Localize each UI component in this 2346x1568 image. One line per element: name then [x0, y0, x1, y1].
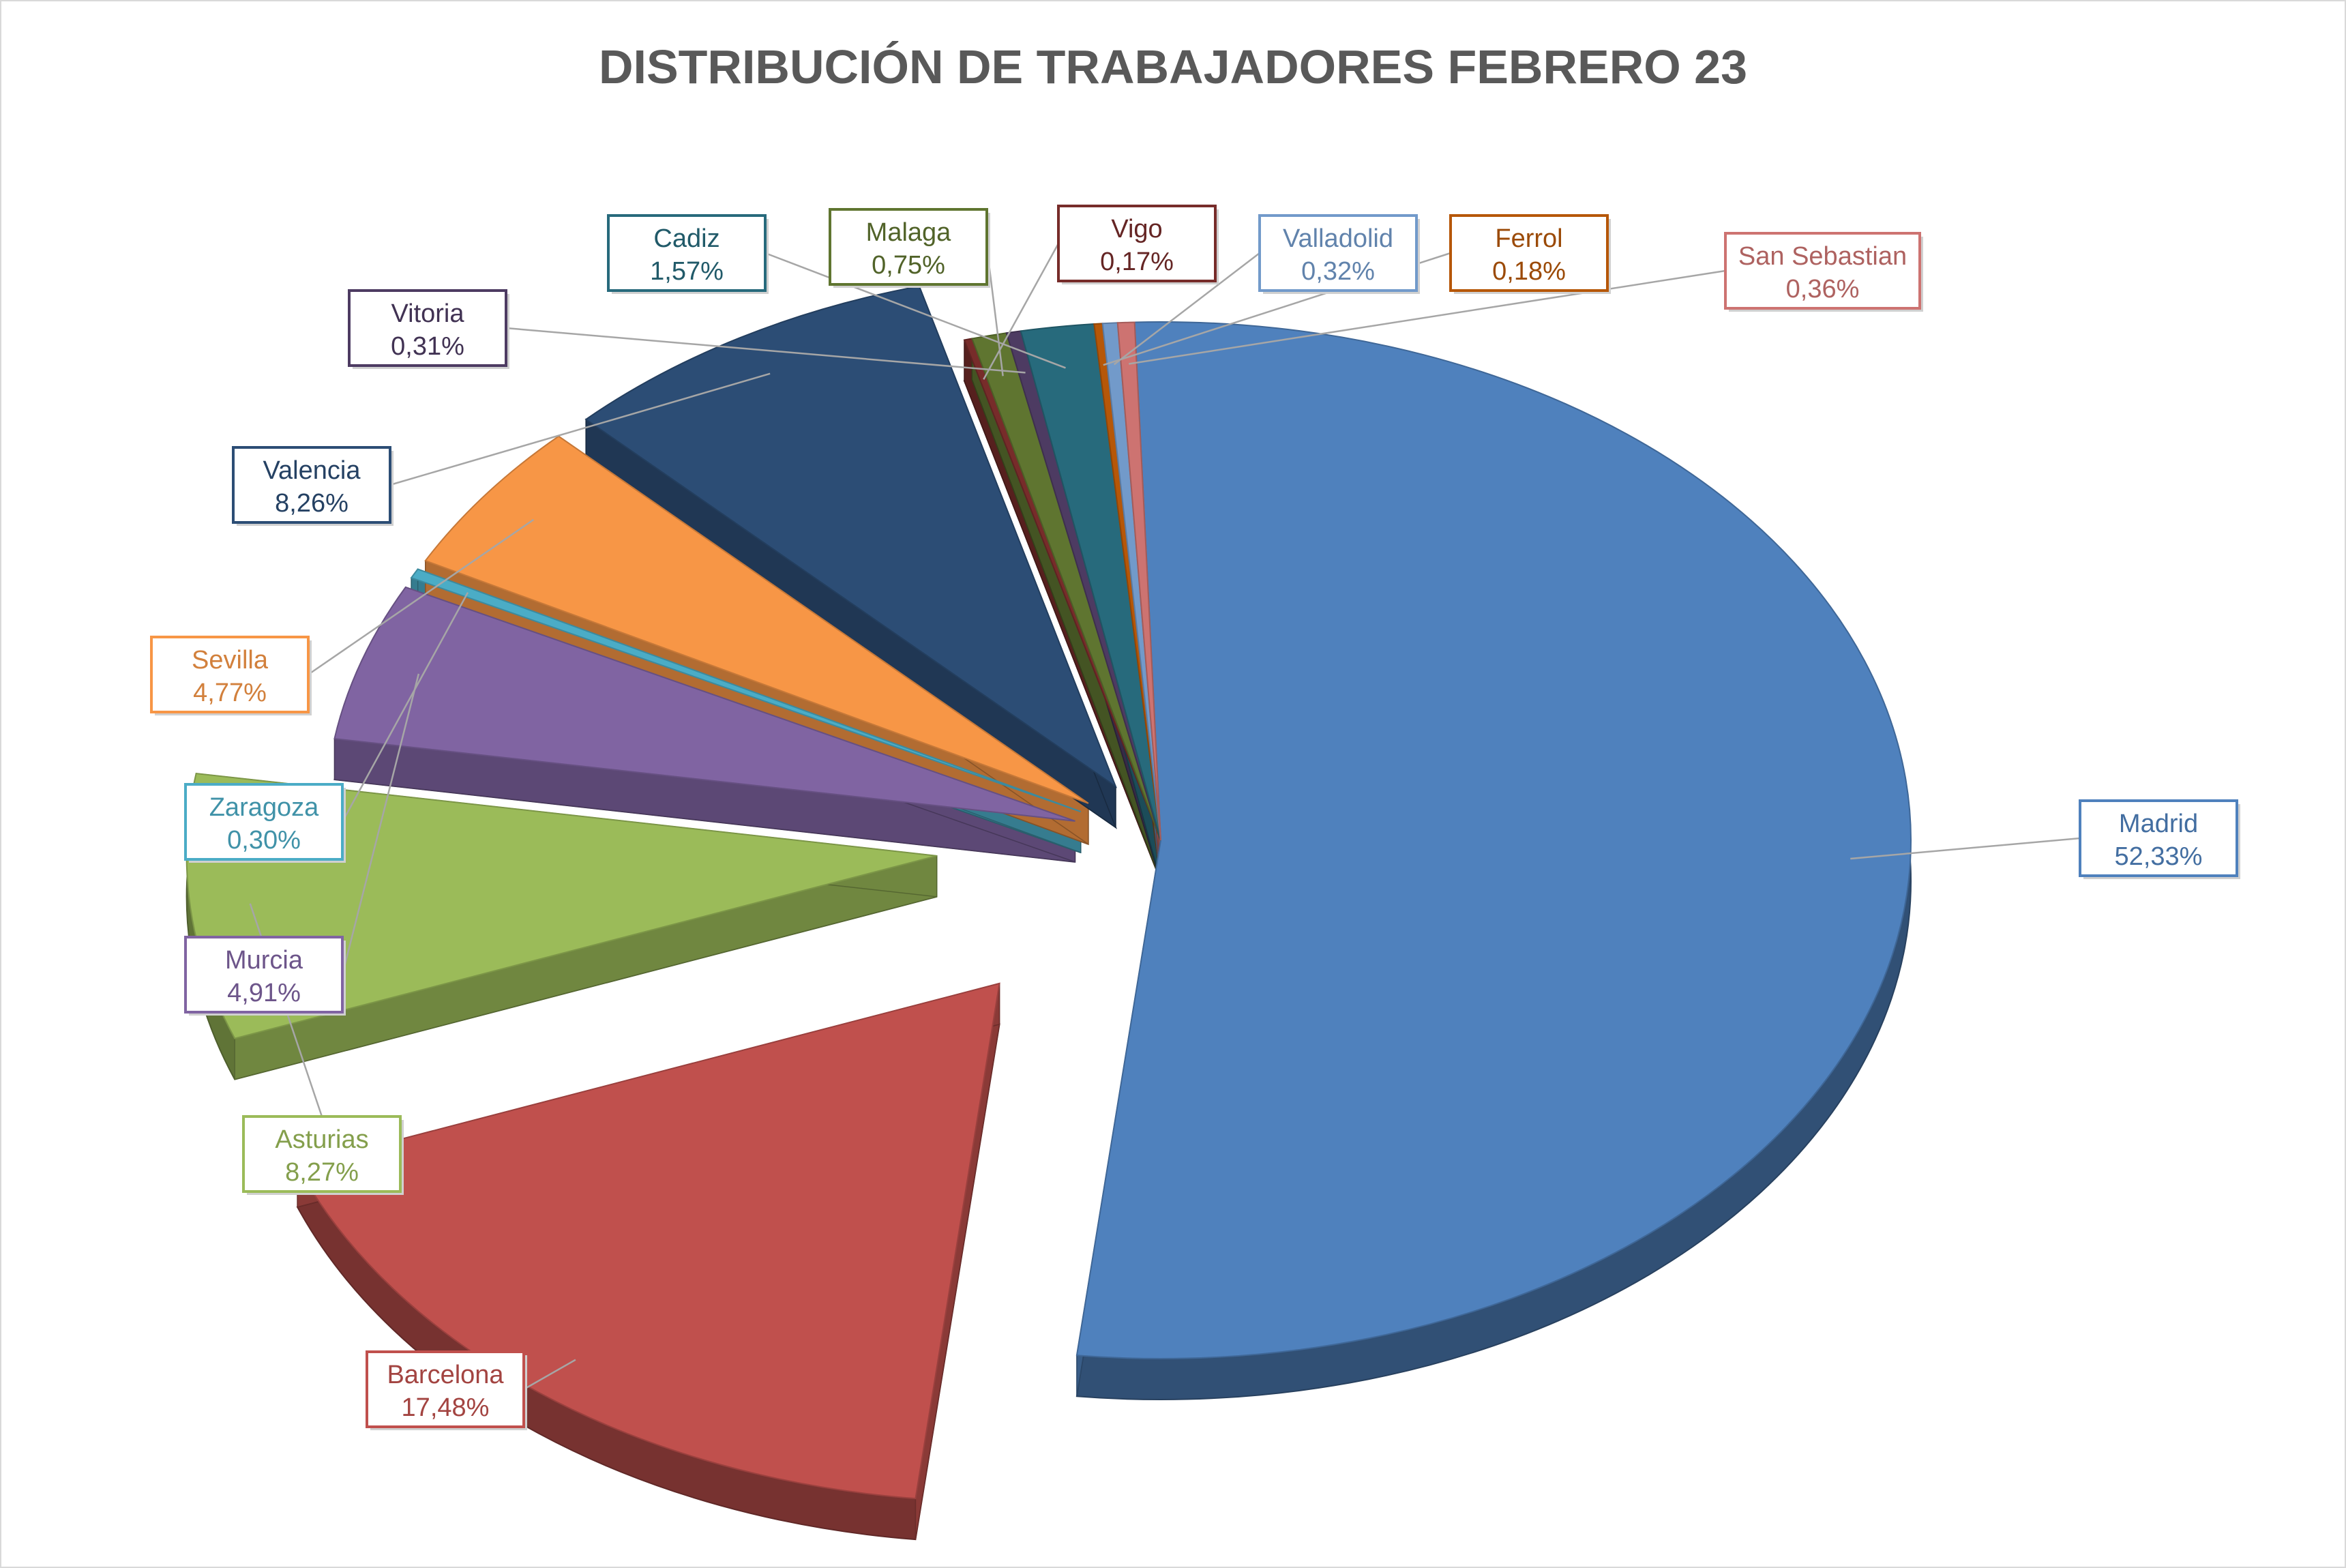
data-label-box-cadiz: [607, 214, 767, 292]
data-label-name-murcia: Murcia: [225, 946, 303, 975]
leader-line-vitoria: [505, 327, 1026, 374]
data-label-box-san-sebastian: [1724, 232, 1921, 310]
leader-line-murcia: [341, 673, 420, 975]
data-label-box-murcia: [184, 936, 344, 1014]
data-label-box-madrid: [2079, 799, 2238, 877]
data-label-value-sevilla: 4,77%: [193, 679, 267, 707]
data-label-value-ferrol: 0,18%: [1492, 257, 1566, 286]
data-label-box-valladolid: [1258, 214, 1418, 292]
data-label-value-malaga: 0,75%: [872, 251, 945, 280]
data-label-name-valladolid: Valladolid: [1283, 224, 1393, 253]
pie-slice-murcia[interactable]: [333, 586, 1075, 822]
data-label-box-asturias: [242, 1115, 402, 1193]
leader-line-valencia: [389, 372, 771, 486]
data-label-value-murcia: 4,91%: [227, 979, 301, 1007]
data-label-name-vitoria: Vitoria: [391, 299, 464, 328]
data-label-value-cadiz: 1,57%: [650, 257, 724, 286]
data-label-value-asturias: 8,27%: [285, 1158, 359, 1187]
data-label-name-malaga: Malaga: [866, 218, 951, 247]
data-label-box-vitoria: [348, 289, 507, 367]
data-label-value-vigo: 0,17%: [1100, 248, 1174, 276]
data-label-name-sevilla: Sevilla: [192, 646, 269, 675]
leader-line-valladolid: [1113, 252, 1260, 366]
data-label-value-barcelona: 17,48%: [402, 1393, 490, 1422]
data-label-box-sevilla: [150, 636, 310, 713]
data-label-name-ferrol: Ferrol: [1495, 224, 1562, 253]
leader-line-vigo: [983, 243, 1060, 380]
data-label-value-san-sebastian: 0,36%: [1786, 275, 1860, 304]
data-label-value-valladolid: 0,32%: [1301, 257, 1375, 286]
leader-line-madrid: [1850, 837, 2081, 860]
data-label-value-madrid: 52,33%: [2115, 842, 2203, 871]
pie-slice-san-sebastian[interactable]: [1116, 321, 1161, 841]
data-label-box-zaragoza: [184, 783, 344, 861]
data-label-name-cadiz: Cadiz: [653, 224, 719, 253]
data-label-box-malaga: [829, 208, 988, 286]
data-label-value-zaragoza: 0,30%: [227, 826, 301, 855]
leader-line-san-sebastian: [1129, 269, 1726, 365]
data-label-name-barcelona: Barcelona: [387, 1361, 504, 1389]
data-label-name-asturias: Asturias: [275, 1125, 368, 1154]
data-label-name-madrid: Madrid: [2119, 810, 2198, 838]
data-label-value-valencia: 8,26%: [275, 489, 348, 518]
pie-slice-madrid[interactable]: [1075, 321, 1912, 1359]
pie-slice-zaragoza[interactable]: [410, 568, 1082, 813]
data-label-name-san-sebastian: San Sebastian: [1738, 242, 1907, 271]
data-label-box-ferrol: [1449, 214, 1609, 292]
pie-slice-valencia[interactable]: [584, 285, 1118, 788]
pie-slice-barcelona[interactable]: [296, 982, 1000, 1500]
leader-line-sevilla: [308, 518, 534, 676]
pie-slices: [185, 285, 1912, 1541]
data-labels: Madrid 52,33% Barcelona 17,48% Asturias 8,27%…: [150, 205, 2240, 1430]
leader-line-cadiz: [764, 252, 1066, 369]
data-label-name-zaragoza: Zaragoza: [209, 793, 319, 822]
data-label-box-valencia: [232, 446, 391, 524]
leader-line-zaragoza: [341, 592, 469, 823]
data-label-value-vitoria: 0,31%: [391, 332, 464, 361]
data-label-name-vigo: Vigo: [1111, 215, 1162, 243]
chart-title: DISTRIBUCIÓN DE TRABAJADORES FEBRERO 23: [599, 40, 1747, 93]
data-label-name-valencia: Valencia: [263, 456, 361, 485]
leader-line-barcelona: [523, 1359, 576, 1391]
pie-slice-sevilla[interactable]: [424, 435, 1089, 804]
data-label-box-vigo: [1057, 205, 1217, 282]
data-label-box-barcelona: [366, 1350, 525, 1428]
